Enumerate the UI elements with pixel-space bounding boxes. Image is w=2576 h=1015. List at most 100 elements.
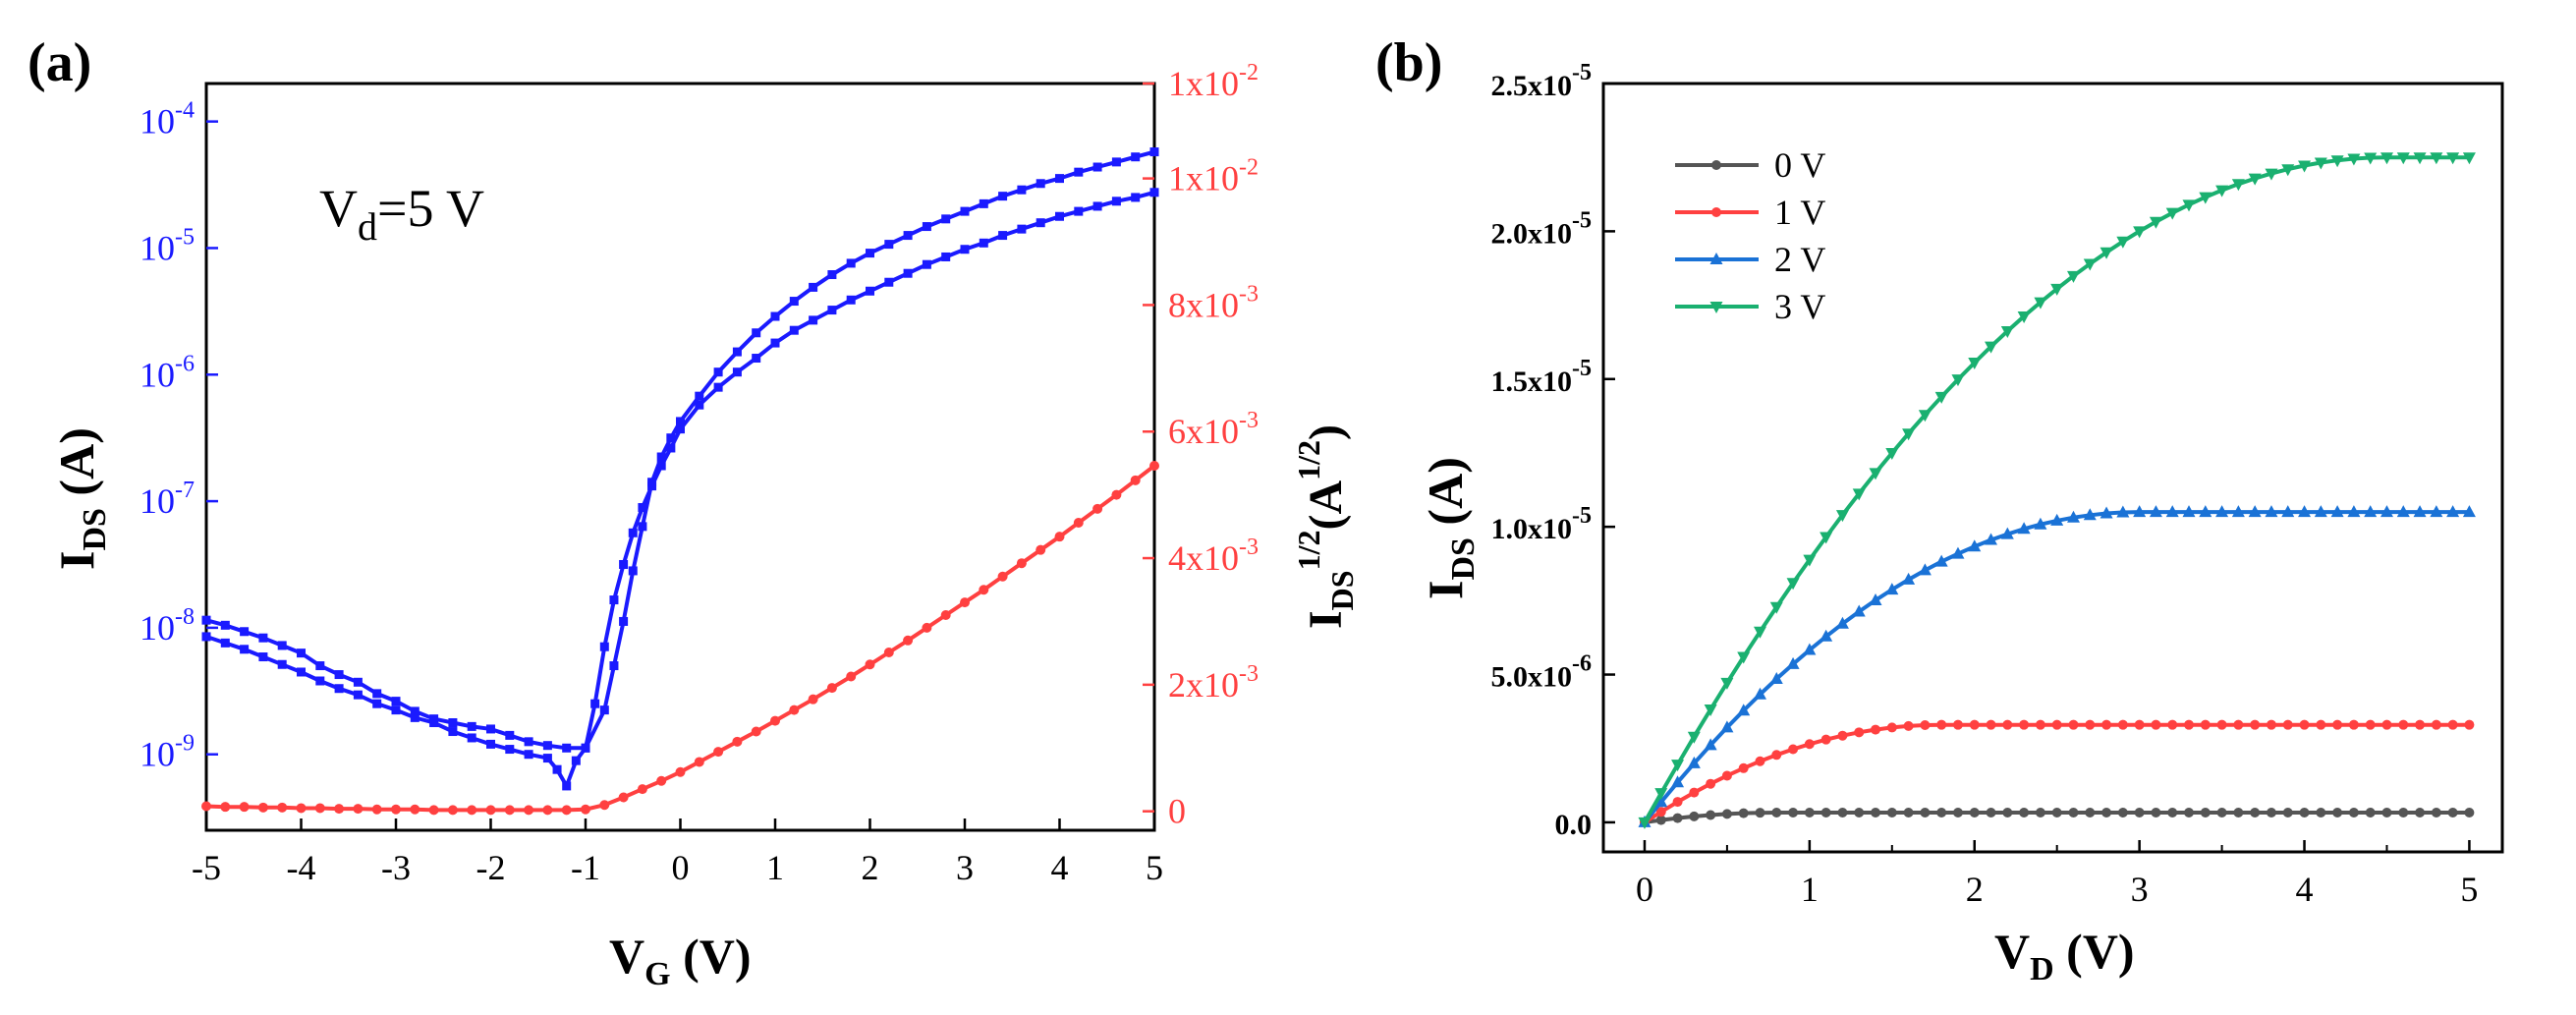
data-point	[257, 802, 268, 813]
data-point	[656, 461, 666, 471]
left-tick-label: 10-9	[140, 731, 195, 774]
data-point	[1886, 722, 1897, 733]
series-line	[205, 149, 1155, 751]
data-point	[448, 727, 458, 737]
data-point	[1903, 807, 1914, 818]
series-line	[205, 190, 1155, 791]
data-point	[2199, 192, 2212, 204]
data-point	[1036, 544, 1046, 555]
data-point	[1920, 719, 1931, 730]
data-point	[447, 805, 458, 816]
data-point	[960, 245, 970, 254]
panel-b-plot-frame	[1601, 82, 2504, 854]
data-point	[2265, 168, 2278, 181]
panel-b: (b) 0 1 2 3 4 5 0.0 5.0x10-6 1.0x10-5 1.5x10-5 2.…	[1375, 32, 2504, 987]
data-point	[1737, 704, 1751, 716]
data-point	[1835, 510, 1849, 523]
data-point	[410, 804, 420, 815]
data-point	[258, 652, 268, 662]
data-point	[2413, 505, 2427, 518]
data-point	[562, 781, 572, 791]
data-point	[2431, 719, 2441, 730]
data-point	[866, 249, 874, 258]
data-point	[467, 721, 476, 731]
data-point	[599, 705, 609, 715]
data-point	[1017, 185, 1027, 195]
data-point	[505, 730, 515, 740]
data-point	[467, 733, 476, 743]
panel-b-x-axis-label: VD (V)	[1994, 924, 2135, 987]
data-point	[656, 452, 666, 462]
data-point	[752, 354, 761, 364]
data-point	[2248, 173, 2262, 186]
data-point	[2085, 807, 2096, 818]
data-point	[1704, 704, 1717, 716]
data-point	[1869, 592, 1882, 605]
data-point	[2299, 719, 2310, 730]
data-point	[2266, 719, 2276, 730]
data-point	[1854, 807, 1865, 818]
data-point	[2083, 508, 2097, 521]
data-point	[1654, 788, 1668, 801]
data-point	[1111, 489, 1122, 500]
right-tick-label: 1x10-2	[1168, 155, 1259, 198]
data-point	[2281, 505, 2295, 518]
data-point	[998, 231, 1008, 241]
x-tick-label: 0	[1636, 870, 1653, 909]
data-point	[581, 804, 590, 815]
data-point	[2034, 517, 2047, 530]
data-point	[628, 566, 638, 576]
data-point	[1111, 197, 1121, 206]
data-point	[2248, 505, 2262, 518]
data-point	[2398, 719, 2409, 730]
data-point	[2233, 807, 2244, 818]
data-point	[371, 804, 382, 815]
data-point	[2017, 522, 2031, 535]
data-point	[2101, 807, 2112, 818]
data-point	[2184, 807, 2195, 818]
left-tick-label: 10-6	[140, 351, 195, 394]
panel-b-y-axis-label: IDS (A)	[1418, 457, 1482, 599]
data-point	[676, 424, 685, 434]
data-point	[2381, 719, 2392, 730]
data-point	[2430, 505, 2443, 518]
data-point	[2348, 807, 2359, 818]
y-tick-label: 1.5x10-5	[1491, 356, 1593, 398]
data-point	[2299, 807, 2310, 818]
left-tick-label: 10-4	[140, 98, 195, 141]
data-point	[1055, 211, 1064, 221]
data-point	[1820, 807, 1831, 818]
data-point	[675, 766, 686, 777]
data-point	[1854, 727, 1865, 738]
data-point	[2019, 719, 2030, 730]
data-point	[1036, 218, 1045, 228]
left-tick-label: 10-5	[140, 224, 195, 267]
data-point	[1788, 807, 1799, 818]
data-point	[353, 690, 363, 700]
panel-a-right-axis-label: IDS1/2(A1/2)	[1291, 424, 1360, 629]
data-point	[2365, 807, 2376, 818]
data-point	[2100, 247, 2113, 259]
data-point	[808, 694, 818, 705]
data-point	[1786, 656, 1800, 669]
data-point	[922, 622, 932, 633]
data-point	[2133, 505, 2147, 518]
data-point	[2464, 719, 2475, 730]
panel-a-x-ticks: -5 -4 -3 -2 -1 0 1 2 3 4 5	[192, 818, 1163, 887]
data-point	[809, 282, 818, 292]
data-point	[1655, 815, 1666, 825]
right-tick-label: 2x10-3	[1168, 661, 1259, 705]
data-point	[618, 792, 629, 803]
data-point	[2000, 325, 2014, 338]
data-point	[713, 382, 723, 392]
data-point	[2330, 155, 2344, 168]
data-point	[2364, 505, 2378, 518]
data-point	[1671, 760, 1685, 772]
data-point	[997, 571, 1008, 582]
data-point	[1837, 807, 1848, 818]
data-point	[2250, 719, 2261, 730]
data-point	[695, 400, 704, 410]
data-point	[695, 391, 704, 401]
data-point	[1130, 475, 1141, 485]
data-point	[846, 295, 856, 305]
